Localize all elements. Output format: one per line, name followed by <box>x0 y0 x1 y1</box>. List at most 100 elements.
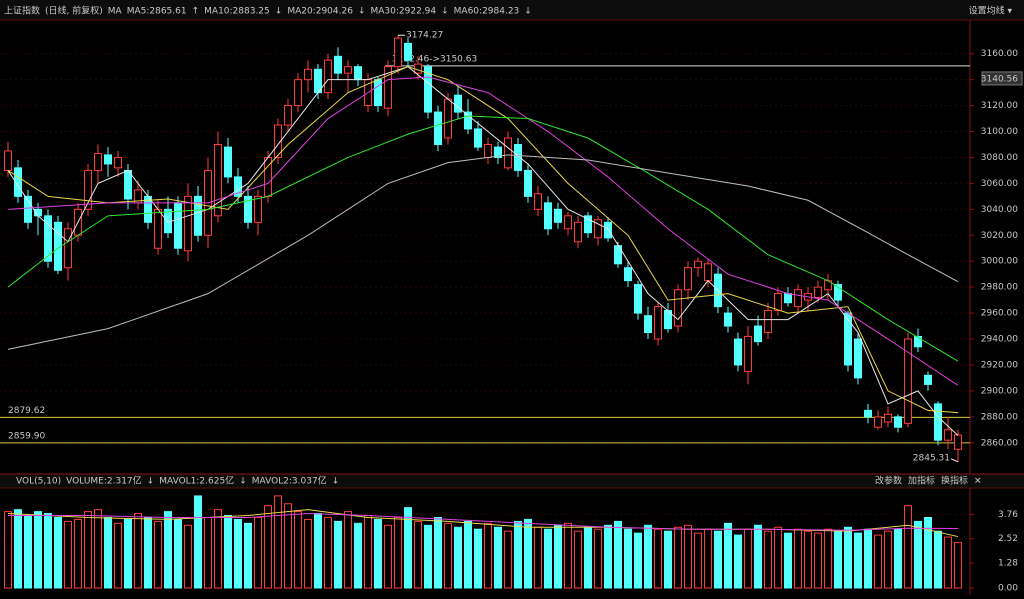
candle-body <box>774 293 782 311</box>
volume-bar <box>904 505 912 589</box>
ma-line <box>7 66 959 414</box>
volume-bar <box>804 530 812 589</box>
volume-legend-arrow: ↓ <box>147 477 155 487</box>
volume-bar <box>874 534 882 589</box>
candle-body <box>524 169 532 197</box>
candle-body <box>304 68 312 81</box>
volume-ma-line <box>8 513 959 531</box>
volume-bar <box>404 507 412 589</box>
volume-bar <box>394 516 402 589</box>
candle-body <box>904 338 912 424</box>
volume-bar <box>324 516 332 589</box>
volume-bar <box>414 520 422 589</box>
candle-body <box>694 260 702 269</box>
volume-bar <box>634 532 642 589</box>
volume-bar <box>494 526 502 589</box>
header-bar <box>0 0 1024 20</box>
volume-bar <box>814 532 822 589</box>
settings-button[interactable]: 设置均线 ▾ <box>969 5 1013 17</box>
chart-title: 上证指数 <box>4 5 40 17</box>
candle-body <box>424 66 432 113</box>
volume-bar <box>754 524 762 589</box>
ma-line <box>7 76 959 386</box>
candle-body <box>534 193 542 210</box>
candle-body <box>254 195 262 223</box>
range-label: 3152.46->3150.63 <box>392 54 477 64</box>
ma-line <box>7 115 959 362</box>
candle-body <box>874 416 882 428</box>
volume-bar <box>574 530 582 589</box>
volume-bar <box>644 524 652 589</box>
candle-body <box>604 221 612 239</box>
low-label: 2845.31 <box>913 453 950 463</box>
volume-bar <box>314 513 322 589</box>
candle-body <box>184 195 192 252</box>
y-tick-label: 3160.00 <box>981 49 1018 59</box>
y-tick-label: 2960.00 <box>981 309 1018 319</box>
y-tick-label: 3020.00 <box>981 231 1018 241</box>
candle-body <box>884 413 892 423</box>
volume-bar <box>454 526 462 589</box>
level-label: 2859.90 <box>8 431 45 441</box>
indicator-button[interactable]: 改参数 <box>875 475 902 487</box>
volume-bar <box>654 528 662 589</box>
volume-bar <box>534 526 542 589</box>
indicator-button[interactable]: ✕ <box>974 477 982 487</box>
volume-bar <box>884 530 892 589</box>
volume-bar <box>864 528 872 589</box>
candle-body <box>104 154 112 165</box>
volume-bar <box>514 520 522 589</box>
legend-label: MA10:2883.25 <box>204 7 270 17</box>
candle-body <box>384 66 392 109</box>
volume-title: VOL(5,10) <box>16 477 61 487</box>
legend-arrow: ↓ <box>524 7 532 17</box>
candle-body <box>924 374 932 385</box>
candle-body <box>944 429 952 441</box>
ma-line <box>7 154 959 350</box>
volume-bar <box>734 534 742 589</box>
candle-body <box>64 228 72 269</box>
indicator-button[interactable]: 加指标 <box>908 475 935 487</box>
volume-bar <box>4 511 12 589</box>
candle-body <box>284 105 292 126</box>
volume-bar <box>174 518 182 589</box>
volume-tick-label: 0.00 <box>998 584 1018 594</box>
candle-body <box>444 98 452 139</box>
candle-body <box>194 195 202 236</box>
candle-body <box>744 335 752 372</box>
volume-ma-line <box>7 509 959 538</box>
candle-body <box>644 315 652 334</box>
candle-body <box>224 146 232 178</box>
volume-bar <box>104 516 112 589</box>
volume-bar <box>504 530 512 589</box>
volume-legend-label: VOLUME:2.317亿 <box>66 475 142 487</box>
volume-bar <box>684 524 692 589</box>
candle-body <box>14 167 22 197</box>
volume-bar <box>944 536 952 589</box>
volume-bar <box>214 509 222 589</box>
volume-bar <box>374 518 382 589</box>
volume-bar <box>844 526 852 589</box>
volume-bar <box>294 511 302 589</box>
volume-bar <box>914 520 922 589</box>
last-price-box <box>981 71 1023 86</box>
candle-body <box>434 111 442 145</box>
volume-bar <box>364 515 372 589</box>
volume-bar <box>934 530 942 589</box>
candle-body <box>4 150 12 171</box>
volume-bar <box>584 526 592 589</box>
volume-bar <box>114 522 122 589</box>
volume-tick-label: 2.52 <box>998 534 1018 544</box>
volume-bar <box>954 542 962 589</box>
ma-line <box>7 66 959 436</box>
volume-bar <box>94 509 102 589</box>
candle-body <box>214 143 222 217</box>
volume-bar <box>894 528 902 589</box>
indicator-button[interactable]: 换指标 <box>941 475 968 487</box>
volume-bar <box>624 528 632 589</box>
legend-arrow: ↓ <box>441 7 449 17</box>
candle-body <box>784 293 792 304</box>
volume-bar <box>474 528 482 589</box>
volume-tick-label: 3.76 <box>998 510 1018 520</box>
